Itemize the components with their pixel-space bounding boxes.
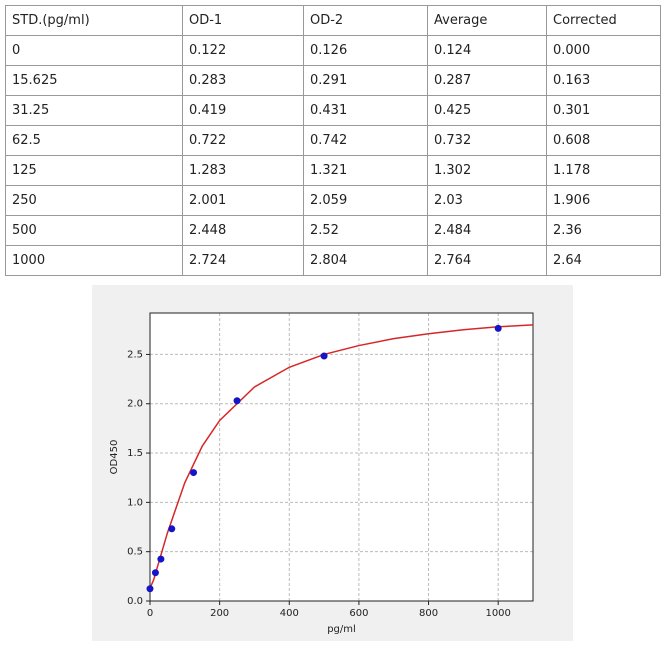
table-cell: 1.906 xyxy=(546,185,661,216)
table-cell: 500 xyxy=(5,215,183,246)
x-tick-label: 400 xyxy=(280,608,299,619)
table-cell: 0.283 xyxy=(182,65,304,96)
data-point xyxy=(146,585,154,593)
table-cell: 1.321 xyxy=(303,155,428,186)
table-cell: 0 xyxy=(5,35,183,66)
y-tick-label: 1.0 xyxy=(127,497,143,508)
table-cell: OD-1 xyxy=(182,5,304,36)
y-tick-label: 0.5 xyxy=(127,547,143,558)
table-cell: Corrected xyxy=(546,5,661,36)
table-cell: 1000 xyxy=(5,245,183,276)
data-point xyxy=(190,469,198,477)
chart: 0 200 400 600 800 1000 0.0 0.5 1.0 1.5 2.0 2.5 pg/ml… xyxy=(109,312,534,635)
plot-frame xyxy=(149,312,534,602)
data-table: STD.(pg/ml) OD-1 OD-2 Average Corrected 0 0.12… xyxy=(5,5,661,276)
table-cell: 0.291 xyxy=(303,65,428,96)
table-cell: 2.448 xyxy=(182,215,304,246)
table-cell: 2.001 xyxy=(182,185,304,216)
table-cell: 0.742 xyxy=(303,125,428,156)
table-cell: 15.625 xyxy=(5,65,183,96)
data-point xyxy=(151,569,159,577)
data-point xyxy=(168,525,176,533)
table-row: 62.5 0.722 0.742 0.732 0.608 xyxy=(5,125,661,156)
table-cell: 0.608 xyxy=(546,125,661,156)
table-row: 0 0.122 0.126 0.124 0.000 xyxy=(5,35,661,66)
x-tick-label: 800 xyxy=(419,608,438,619)
table-cell: 2.36 xyxy=(546,215,661,246)
table-cell: OD-2 xyxy=(303,5,428,36)
table-cell: 250 xyxy=(5,185,183,216)
table-row: 31.25 0.419 0.431 0.425 0.301 xyxy=(5,95,661,126)
table-cell: 0.126 xyxy=(303,35,428,66)
data-point xyxy=(233,397,241,405)
chart-panel: 0 200 400 600 800 1000 0.0 0.5 1.0 1.5 2.0 2.5 pg/ml… xyxy=(92,285,573,641)
y-tick-label: 2.0 xyxy=(127,399,143,410)
table-cell: 0.431 xyxy=(303,95,428,126)
table-row: 500 2.448 2.52 2.484 2.36 xyxy=(5,215,661,246)
fit-curve xyxy=(150,324,533,589)
table-row: 250 2.001 2.059 2.03 1.906 xyxy=(5,185,661,216)
table-cell: 62.5 xyxy=(5,125,183,156)
x-tick-label: 600 xyxy=(349,608,368,619)
data-point xyxy=(494,324,502,332)
table-cell: 0.425 xyxy=(427,95,547,126)
table-cell: 0.000 xyxy=(546,35,661,66)
data-point xyxy=(157,555,165,563)
y-tick-label: 0.0 xyxy=(127,596,143,607)
x-tick-label: 200 xyxy=(210,608,229,619)
table-cell: 2.059 xyxy=(303,185,428,216)
table-cell: 125 xyxy=(5,155,183,186)
table-row: 1000 2.724 2.804 2.764 2.64 xyxy=(5,245,661,276)
plot-area xyxy=(150,313,533,601)
x-tick-label: 0 xyxy=(147,608,153,619)
table-cell: 0.419 xyxy=(182,95,304,126)
table-cell: 1.302 xyxy=(427,155,547,186)
table-cell: 0.163 xyxy=(546,65,661,96)
table-cell: 1.283 xyxy=(182,155,304,186)
table-cell: 2.03 xyxy=(427,185,547,216)
table-cell: STD.(pg/ml) xyxy=(5,5,183,36)
x-tick-label: 1000 xyxy=(485,608,510,619)
table-cell: 2.64 xyxy=(546,245,661,276)
table-row: 125 1.283 1.321 1.302 1.178 xyxy=(5,155,661,186)
table-row: 15.625 0.283 0.291 0.287 0.163 xyxy=(5,65,661,96)
table-cell: 2.764 xyxy=(427,245,547,276)
table-cell: 2.724 xyxy=(182,245,304,276)
table-cell: 0.732 xyxy=(427,125,547,156)
table-cell: 0.124 xyxy=(427,35,547,66)
table-cell: 0.722 xyxy=(182,125,304,156)
table-cell: 1.178 xyxy=(546,155,661,186)
data-point xyxy=(320,352,328,360)
table-cell: Average xyxy=(427,5,547,36)
table-cell: 2.484 xyxy=(427,215,547,246)
table-cell: 0.287 xyxy=(427,65,547,96)
table-cell: 0.301 xyxy=(546,95,661,126)
table-cell: 0.122 xyxy=(182,35,304,66)
y-axis-label: OD450 xyxy=(109,440,120,475)
header-row: STD.(pg/ml) OD-1 OD-2 Average Corrected xyxy=(5,5,661,36)
x-axis-label: pg/ml xyxy=(327,624,356,635)
table-cell: 2.804 xyxy=(303,245,428,276)
y-tick-label: 2.5 xyxy=(127,349,143,360)
y-tick-label: 1.5 xyxy=(127,448,143,459)
table-cell: 2.52 xyxy=(303,215,428,246)
table-cell: 31.25 xyxy=(5,95,183,126)
